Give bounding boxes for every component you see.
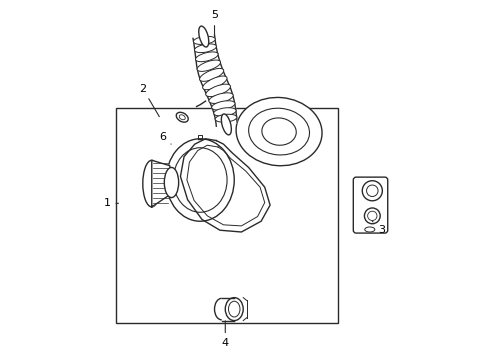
Ellipse shape <box>197 60 220 71</box>
Circle shape <box>367 185 378 197</box>
Ellipse shape <box>164 167 179 198</box>
Ellipse shape <box>195 44 217 53</box>
Ellipse shape <box>209 93 233 103</box>
Polygon shape <box>152 160 173 207</box>
Text: 2: 2 <box>139 84 159 117</box>
Circle shape <box>365 208 380 224</box>
Ellipse shape <box>248 108 310 155</box>
Ellipse shape <box>179 115 185 120</box>
Circle shape <box>362 181 382 201</box>
Text: 5: 5 <box>211 10 218 34</box>
Ellipse shape <box>221 114 231 135</box>
Ellipse shape <box>225 298 243 320</box>
Ellipse shape <box>199 68 224 81</box>
Ellipse shape <box>199 26 209 47</box>
Text: 4: 4 <box>221 321 229 348</box>
Ellipse shape <box>194 36 215 44</box>
Polygon shape <box>193 35 237 126</box>
Text: 6: 6 <box>159 132 171 144</box>
Text: 1: 1 <box>103 198 119 208</box>
Bar <box>116 108 338 323</box>
Ellipse shape <box>143 160 161 207</box>
Ellipse shape <box>203 76 227 90</box>
Ellipse shape <box>236 98 322 166</box>
Ellipse shape <box>212 101 235 110</box>
Ellipse shape <box>262 118 296 145</box>
Ellipse shape <box>228 301 240 317</box>
Polygon shape <box>180 139 270 232</box>
Ellipse shape <box>214 108 236 116</box>
Ellipse shape <box>365 227 375 232</box>
Ellipse shape <box>173 148 227 212</box>
Ellipse shape <box>215 114 237 122</box>
FancyBboxPatch shape <box>353 177 388 233</box>
Ellipse shape <box>206 84 230 96</box>
Text: 3: 3 <box>372 221 385 235</box>
Ellipse shape <box>196 52 218 62</box>
Circle shape <box>368 211 377 221</box>
Ellipse shape <box>166 139 234 221</box>
Ellipse shape <box>176 112 188 122</box>
